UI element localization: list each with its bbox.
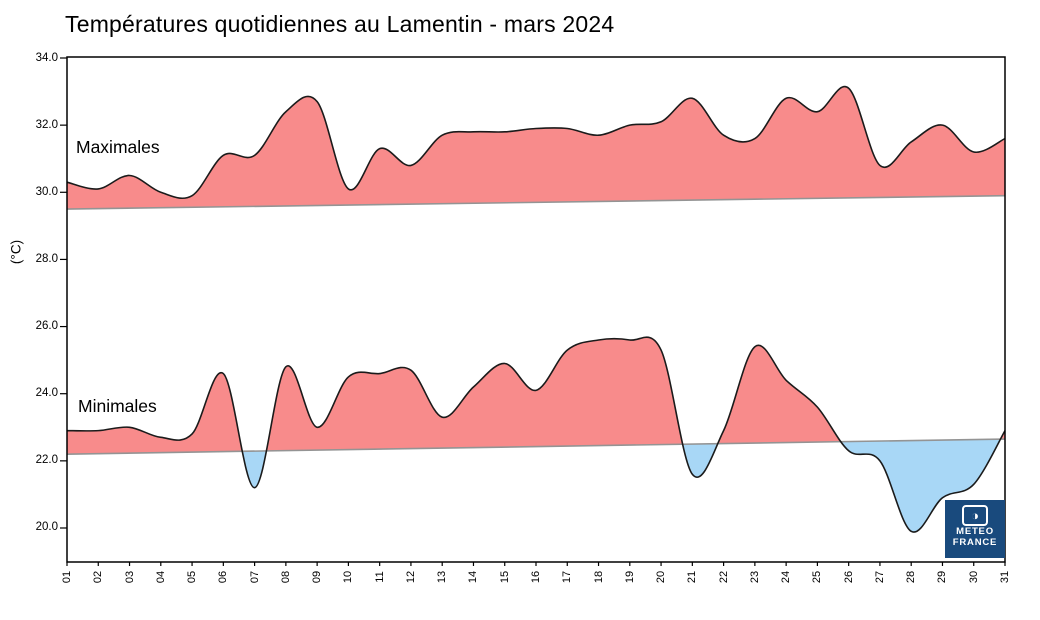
meteo-france-logo: ◑ METEO FRANCE <box>945 500 1005 558</box>
x-tick-label-23: 23 <box>748 570 761 584</box>
x-tick-label-17: 17 <box>561 570 574 584</box>
x-tick-label-30: 30 <box>967 570 980 584</box>
half-circle-icon: ◑ <box>971 508 979 523</box>
x-tick-label-13: 13 <box>436 570 449 584</box>
x-tick-label-29: 29 <box>936 570 949 584</box>
x-tick-label-04: 04 <box>154 570 167 584</box>
x-tick-label-20: 20 <box>655 570 668 584</box>
x-tick-label-19: 19 <box>623 570 636 584</box>
y-tick-label-28.0: 28.0 <box>35 252 58 265</box>
y-tick-label-30.0: 30.0 <box>35 185 58 198</box>
x-tick-label-05: 05 <box>186 570 199 584</box>
x-tick-label-18: 18 <box>592 570 605 584</box>
y-tick-label-20.0: 20.0 <box>35 521 58 534</box>
x-tick-label-09: 09 <box>311 570 324 584</box>
x-tick-label-03: 03 <box>123 570 136 584</box>
chart-title: Températures quotidiennes au Lamentin - … <box>65 11 615 37</box>
y-tick-label-24.0: 24.0 <box>35 387 58 400</box>
x-tick-label-27: 27 <box>873 570 886 584</box>
x-tick-label-10: 10 <box>342 570 355 584</box>
x-tick-label-02: 02 <box>92 570 105 584</box>
x-tick-label-06: 06 <box>217 570 230 584</box>
x-tick-label-28: 28 <box>905 570 918 584</box>
logo-text-france: FRANCE <box>952 537 998 548</box>
x-tick-label-21: 21 <box>686 570 699 584</box>
y-tick-label-32.0: 32.0 <box>35 118 58 131</box>
x-tick-label-15: 15 <box>498 570 511 584</box>
x-tick-label-16: 16 <box>530 570 542 584</box>
x-tick-label-24: 24 <box>780 570 793 584</box>
y-tick-label-34.0: 34.0 <box>35 51 58 64</box>
x-tick-label-26: 26 <box>842 570 855 584</box>
x-tick-label-08: 08 <box>279 570 292 584</box>
x-tick-label-31: 31 <box>999 570 1011 584</box>
meteo-france-icon: ◑ <box>962 505 988 526</box>
y-tick-label-22.0: 22.0 <box>35 454 58 467</box>
x-tick-label-25: 25 <box>811 570 824 584</box>
x-tick-label-12: 12 <box>404 570 417 584</box>
x-tick-label-11: 11 <box>373 571 386 583</box>
x-tick-label-22: 22 <box>717 570 730 584</box>
x-tick-label-01: 01 <box>61 570 73 584</box>
curve-Min <box>66 336 1006 533</box>
series-label-minimales: Minimales <box>78 396 157 416</box>
curve-Max <box>66 85 1006 199</box>
y-tick-label-26.0: 26.0 <box>35 320 58 333</box>
series-label-maximales: Maximales <box>76 137 160 157</box>
x-tick-label-07: 07 <box>248 570 261 584</box>
x-tick-label-14: 14 <box>467 570 480 584</box>
logo-text-meteo: METEO <box>956 526 994 537</box>
